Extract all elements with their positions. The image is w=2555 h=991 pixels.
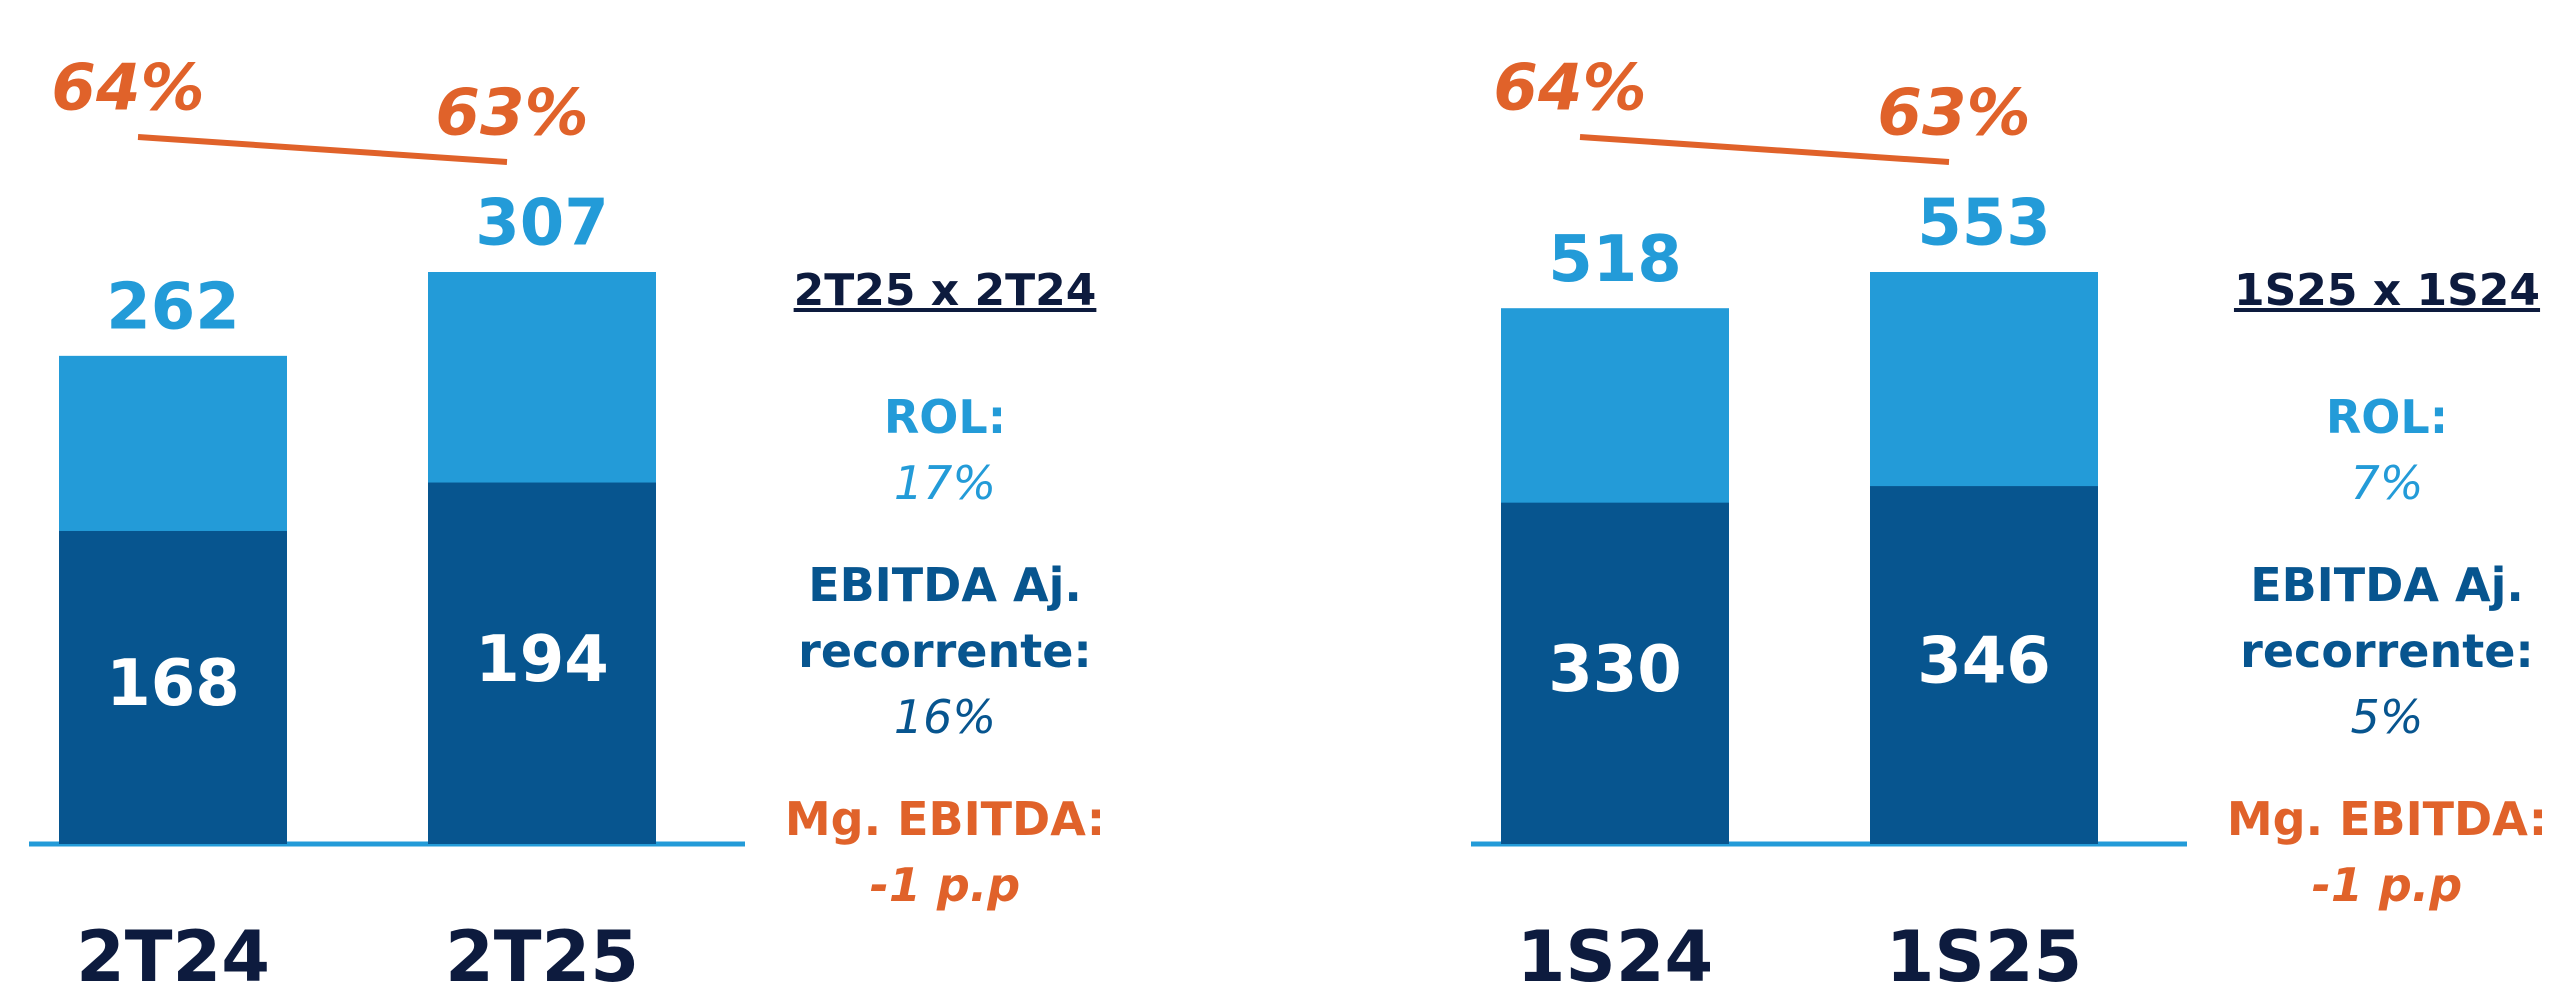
- comparison-value: 16%: [893, 690, 997, 744]
- comparison-value: 5%: [2350, 690, 2424, 744]
- margin-label: 64%: [1493, 52, 1646, 126]
- total-label: 307: [475, 187, 609, 261]
- comparison-panel: 1S25 x 1S24 ROL: 7% EBITDA Aj. recorrente: 5…: [2207, 258, 2555, 918]
- margin-line: [1579, 134, 1950, 165]
- margin-label: 63%: [435, 77, 588, 151]
- comparison-value: 7%: [2350, 456, 2424, 510]
- comparison-label: EBITDA Aj. recorrente:: [2240, 558, 2534, 678]
- bar: [1501, 502, 1729, 844]
- margin-label: 63%: [1877, 77, 2030, 151]
- comparison-title: 2T25 x 2T24: [793, 265, 1097, 316]
- total-label: 553: [1917, 187, 2051, 261]
- comparison-label: Mg. EBITDA:: [2226, 792, 2548, 846]
- comparison-value: -1 p.p: [2311, 858, 2463, 912]
- comparison-value: 17%: [893, 456, 997, 510]
- category-label: 1S25: [1886, 916, 2083, 991]
- margin-label: 64%: [51, 52, 204, 126]
- comparison-value: -1 p.p: [869, 858, 1021, 912]
- total-label: 518: [1548, 223, 1682, 297]
- bar-label: 346: [1917, 625, 2051, 699]
- comparison-label: Mg. EBITDA:: [784, 792, 1106, 846]
- category-label: 2T24: [76, 916, 270, 991]
- bar: [1870, 486, 2098, 844]
- comparison-title: 1S25 x 1S24: [2233, 265, 2541, 316]
- bar: [428, 482, 656, 844]
- comparison-panel: 2T25 x 2T24 ROL: 17% EBITDA Aj. recorrente:…: [765, 258, 1125, 918]
- margin-line: [137, 134, 508, 165]
- category-label: 2T25: [445, 916, 639, 991]
- bar-label: 168: [106, 647, 240, 721]
- bar-label: 194: [475, 623, 609, 697]
- bar: [59, 530, 287, 844]
- total-label: 262: [106, 270, 240, 344]
- category-label: 1S24: [1517, 916, 1714, 991]
- bar-label: 330: [1548, 633, 1682, 707]
- comparison-label: ROL:: [2325, 390, 2449, 444]
- comparison-label: EBITDA Aj. recorrente:: [798, 558, 1092, 678]
- comparison-label: ROL:: [883, 390, 1007, 444]
